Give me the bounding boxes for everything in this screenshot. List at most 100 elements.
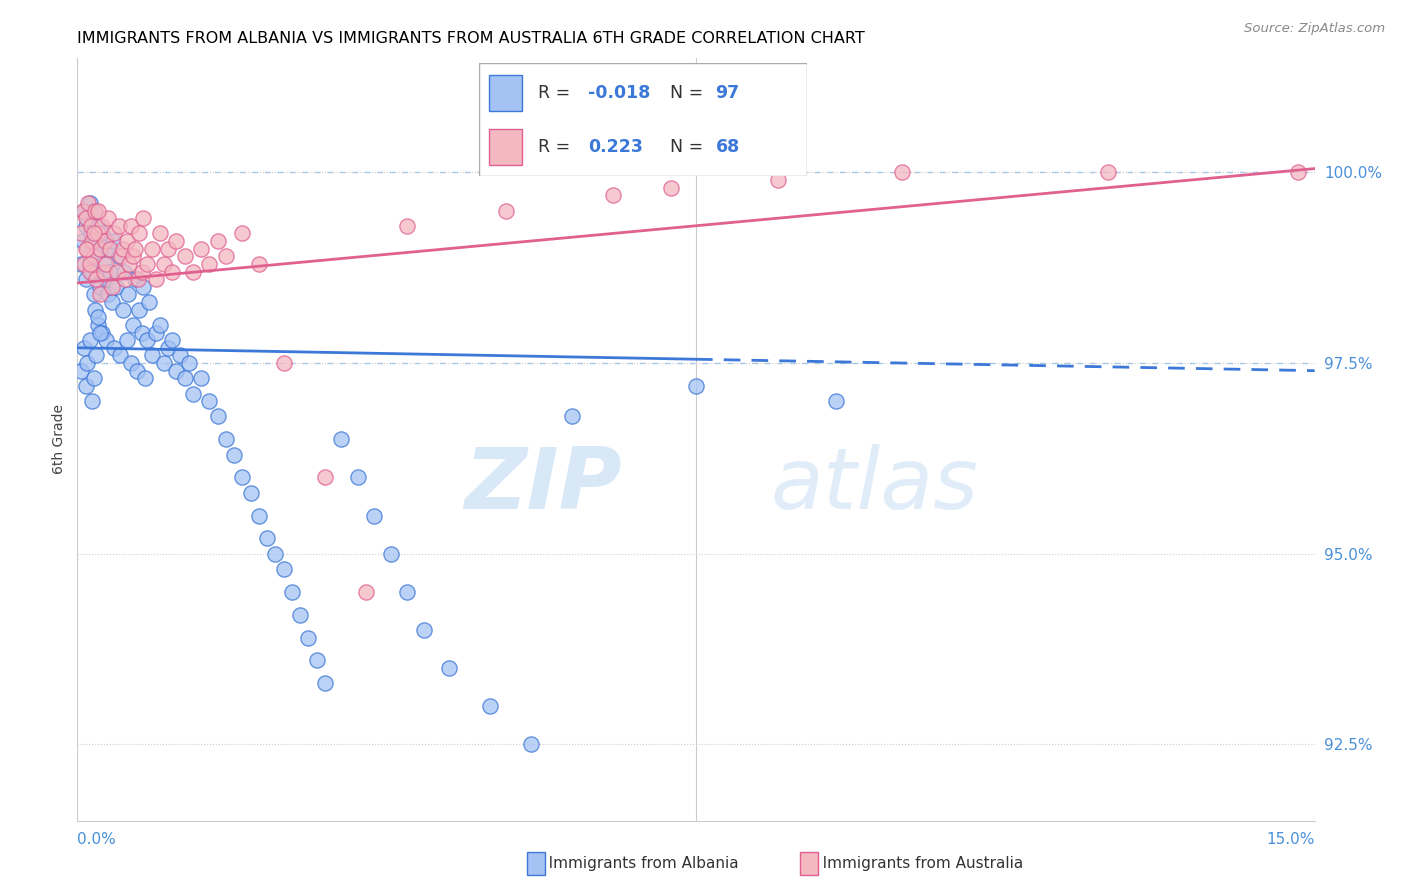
Point	[103, 341, 125, 355]
Point	[93, 257, 115, 271]
Point	[91, 227, 114, 241]
Point	[79, 264, 101, 278]
Y-axis label: 6th Grade: 6th Grade	[52, 404, 66, 475]
Point	[80, 219, 103, 233]
Point	[190, 371, 212, 385]
Point	[145, 326, 167, 340]
Point	[138, 295, 160, 310]
Point	[89, 326, 111, 340]
Point	[215, 433, 238, 447]
Point	[273, 562, 295, 576]
Point	[117, 287, 139, 301]
Point	[825, 394, 848, 409]
Point	[396, 585, 419, 599]
Point	[101, 295, 124, 310]
Point	[412, 623, 434, 637]
Point	[247, 257, 270, 271]
Point	[115, 333, 138, 347]
Point	[149, 318, 172, 332]
Point	[1097, 165, 1119, 179]
Point	[96, 272, 118, 286]
Point	[132, 211, 155, 226]
Point	[222, 448, 245, 462]
Point	[91, 219, 114, 233]
Point	[131, 326, 153, 340]
Point	[231, 227, 253, 241]
Point	[121, 318, 143, 332]
Point	[83, 203, 105, 218]
Point	[107, 249, 129, 263]
Point	[82, 394, 104, 409]
Point	[101, 234, 124, 248]
Point	[110, 249, 132, 263]
Point	[72, 203, 94, 218]
Point	[96, 257, 118, 271]
Point	[305, 653, 328, 667]
Point	[169, 348, 191, 362]
Point	[149, 227, 172, 241]
Point	[111, 242, 134, 256]
Point	[136, 333, 159, 347]
Point	[84, 348, 107, 362]
Point	[97, 211, 120, 226]
Point	[165, 364, 187, 378]
Point	[273, 356, 295, 370]
Point	[190, 242, 212, 256]
Point	[75, 242, 97, 256]
Point	[93, 234, 115, 248]
Point	[79, 257, 101, 271]
Point	[70, 364, 93, 378]
Point	[76, 211, 98, 226]
Point	[173, 371, 195, 385]
Point	[96, 333, 118, 347]
Point	[363, 508, 385, 523]
Point	[73, 341, 96, 355]
Point	[141, 348, 163, 362]
Point	[288, 607, 311, 622]
Point	[77, 242, 100, 256]
Point	[160, 333, 183, 347]
Point	[84, 203, 107, 218]
Point	[602, 188, 624, 202]
Point	[84, 302, 107, 317]
Point	[82, 234, 104, 248]
Text: atlas: atlas	[770, 443, 979, 526]
Point	[87, 219, 110, 233]
Point	[437, 661, 460, 675]
Point	[125, 364, 148, 378]
Point	[83, 227, 105, 241]
Point	[478, 699, 501, 714]
Point	[93, 264, 115, 278]
Point	[145, 272, 167, 286]
Point	[103, 227, 125, 241]
Point	[97, 242, 120, 256]
Point	[89, 280, 111, 294]
Point	[380, 547, 402, 561]
Point	[89, 242, 111, 256]
Point	[84, 234, 107, 248]
Point	[157, 242, 180, 256]
Point	[297, 631, 319, 645]
Point	[239, 485, 262, 500]
Point	[124, 242, 146, 256]
Point	[87, 310, 110, 325]
Point	[177, 356, 200, 370]
Point	[84, 272, 107, 286]
Point	[75, 379, 97, 393]
Point	[91, 326, 114, 340]
Text: 0.0%: 0.0%	[77, 832, 117, 847]
Point	[198, 257, 221, 271]
Point	[79, 249, 101, 263]
Point	[107, 219, 129, 233]
Point	[75, 272, 97, 286]
Point	[153, 257, 176, 271]
Point	[118, 257, 141, 271]
Point	[1286, 165, 1309, 179]
Point	[157, 341, 180, 355]
Point	[83, 249, 105, 263]
Text: ZIP: ZIP	[464, 443, 621, 526]
Point	[136, 257, 159, 271]
Point	[520, 738, 543, 752]
Point	[72, 234, 94, 248]
Point	[768, 173, 790, 187]
